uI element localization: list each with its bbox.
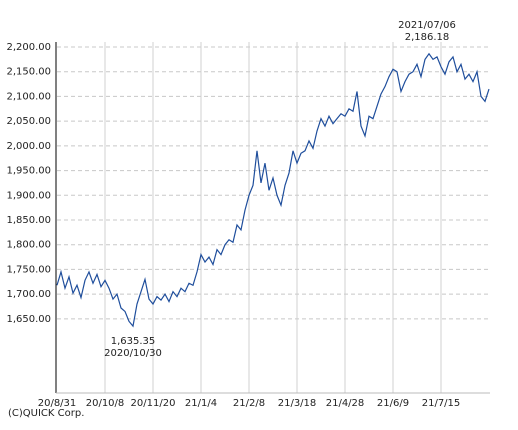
y-tick-label: 1,900.00 bbox=[6, 190, 51, 201]
y-tick-label: 2,050.00 bbox=[6, 116, 51, 127]
y-tick-label: 1,850.00 bbox=[6, 215, 51, 226]
x-tick-label: 21/1/4 bbox=[185, 398, 217, 409]
x-tick-label: 21/4/28 bbox=[326, 398, 365, 409]
y-tick-label: 1,650.00 bbox=[6, 314, 51, 325]
x-tick-label: 21/3/18 bbox=[278, 398, 317, 409]
y-tick-label: 1,750.00 bbox=[6, 264, 51, 275]
high-date-label: 2021/07/06 bbox=[398, 20, 456, 31]
x-tick-label: 20/11/20 bbox=[131, 398, 176, 409]
x-tick-label: 20/10/8 bbox=[86, 398, 125, 409]
high-value-label: 2,186.18 bbox=[405, 32, 450, 43]
low-date-label: 2020/10/30 bbox=[104, 348, 162, 359]
x-tick-label: 20/8/31 bbox=[38, 398, 77, 409]
x-tick-label: 21/2/8 bbox=[233, 398, 265, 409]
line bbox=[56, 52, 490, 328]
y-tick-label: 2,200.00 bbox=[6, 42, 51, 53]
source: (C)QUICK Corp. bbox=[8, 408, 84, 419]
x-tick-label: 21/6/9 bbox=[377, 398, 409, 409]
y-tick-label: 2,000.00 bbox=[6, 141, 51, 152]
low-value-label: 1,635.35 bbox=[111, 336, 156, 347]
y-tick-label: 2,150.00 bbox=[6, 67, 51, 78]
x-tick-label: 21/7/15 bbox=[422, 398, 461, 409]
y-tick-label: 1,700.00 bbox=[6, 289, 51, 300]
y-tick-label: 1,800.00 bbox=[6, 240, 51, 251]
y-tick-label: 2,100.00 bbox=[6, 91, 51, 102]
y-tick-label: 1,950.00 bbox=[6, 166, 51, 177]
